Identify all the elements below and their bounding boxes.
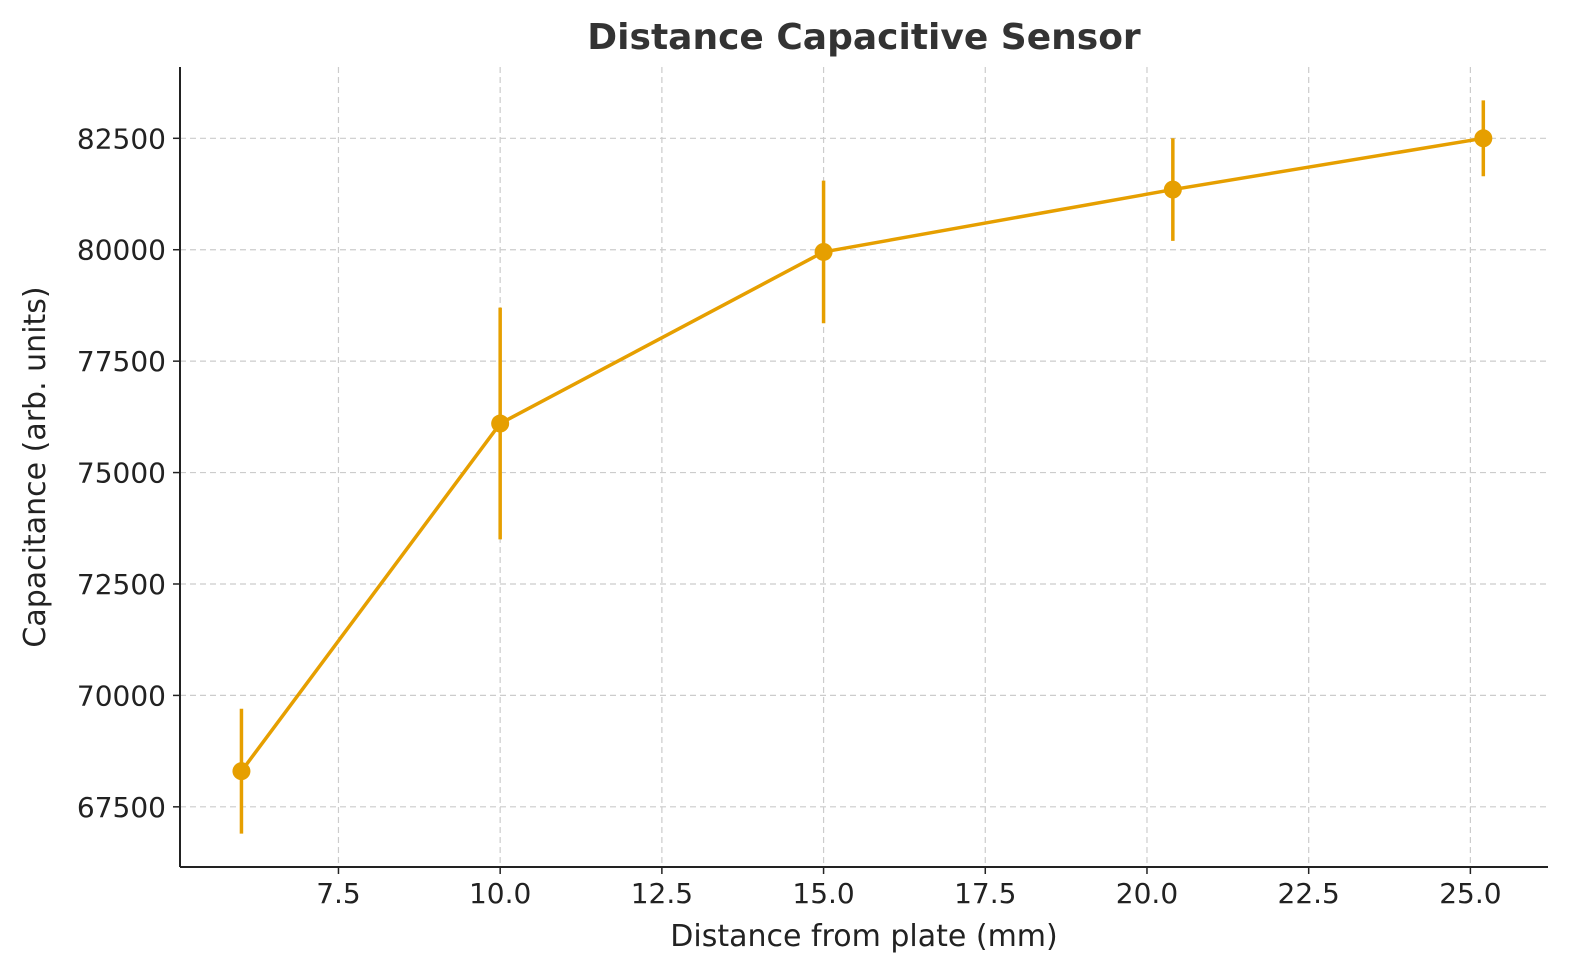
- y-tick-label: 77500: [77, 345, 166, 378]
- grid: [180, 67, 1548, 867]
- chart-title: Distance Capacitive Sensor: [587, 17, 1141, 58]
- x-tick-label: 7.5: [316, 877, 361, 910]
- series-group: [232, 100, 1493, 834]
- x-tick-label: 12.5: [631, 877, 693, 910]
- y-tick-label: 75000: [77, 457, 166, 490]
- data-point: [1163, 180, 1182, 199]
- y-tick-label: 67500: [77, 791, 166, 824]
- x-tick-label: 15.0: [792, 877, 854, 910]
- data-point: [491, 414, 510, 433]
- y-axis-ticks: 67500 70000 72500 75000 77500 80000 82500: [77, 122, 180, 824]
- x-tick-label: 25.0: [1439, 877, 1501, 910]
- x-axis-label: Distance from plate (mm): [670, 919, 1057, 954]
- x-axis-ticks: 7.5 10.0 12.5 15.0 17.5 20.0 22.5 25.0: [316, 867, 1502, 910]
- y-axis-label: Capacitance (arb. units): [18, 286, 53, 647]
- data-point: [232, 762, 251, 781]
- y-tick-label: 72500: [77, 568, 166, 601]
- x-tick-label: 20.0: [1116, 877, 1178, 910]
- series-line: [239, 136, 1486, 773]
- y-tick-label: 82500: [77, 122, 166, 155]
- y-tick-label: 70000: [77, 679, 166, 712]
- x-tick-label: 17.5: [954, 877, 1016, 910]
- axes-spines: [179, 67, 1548, 868]
- y-tick-label: 80000: [77, 234, 166, 267]
- x-tick-label: 22.5: [1278, 877, 1340, 910]
- x-tick-label: 10.0: [469, 877, 531, 910]
- data-point: [1474, 129, 1493, 148]
- data-point: [814, 242, 833, 261]
